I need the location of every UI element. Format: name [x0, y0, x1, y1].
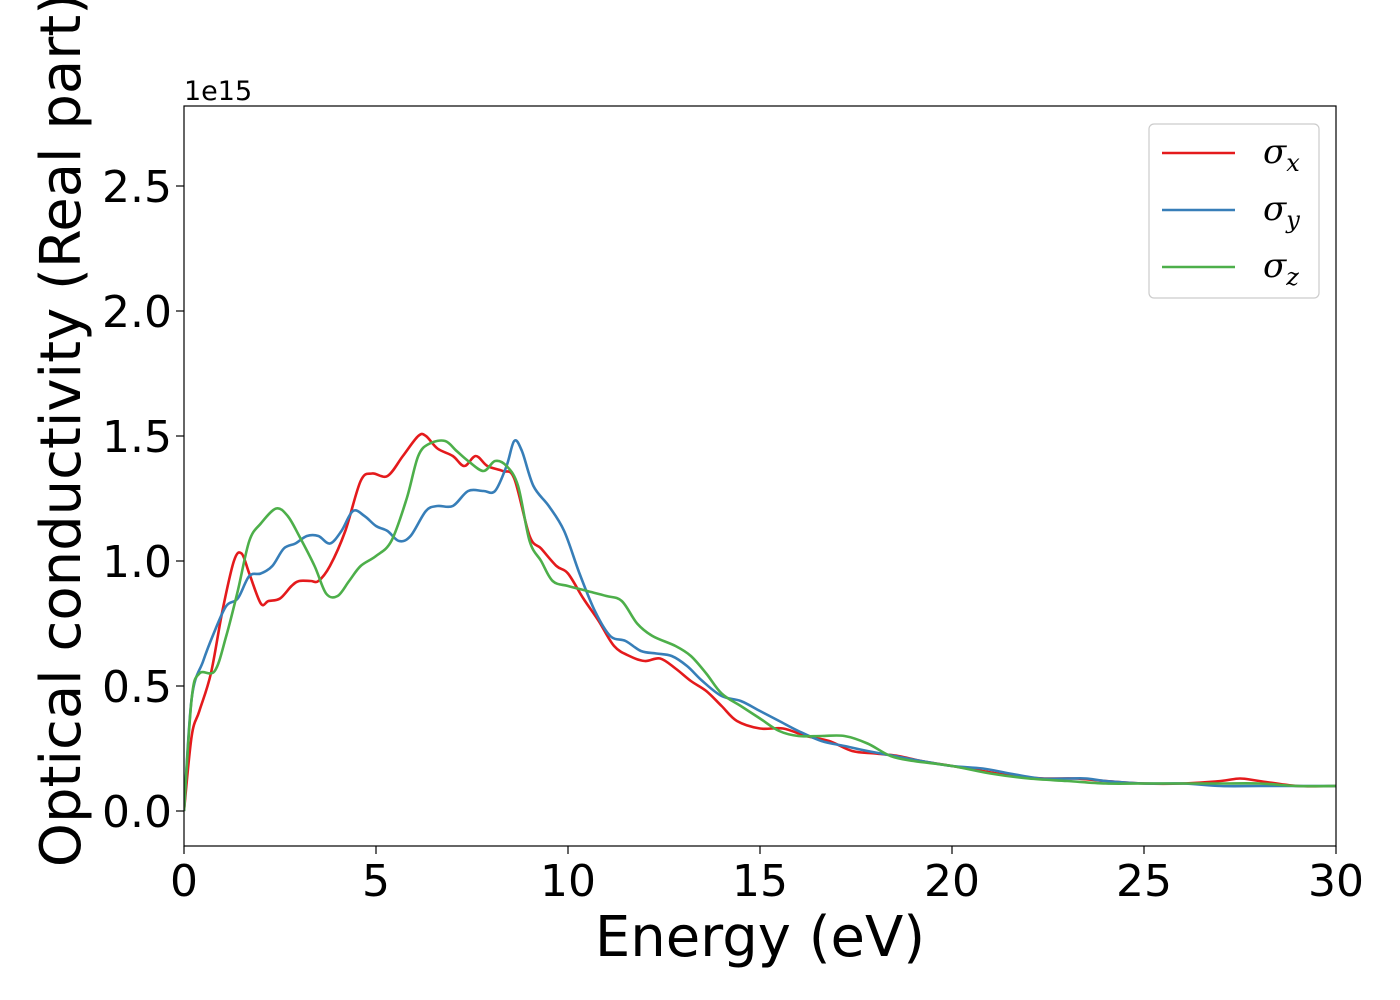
- legend-label-x: σx: [1263, 132, 1300, 177]
- y-tick-label: 1.0: [102, 537, 172, 588]
- y-tick-label: 0.0: [102, 787, 172, 838]
- y-tick-label: 2.5: [102, 162, 172, 213]
- legend: σx σy σz: [1148, 123, 1320, 299]
- legend-label-y: σy: [1263, 189, 1300, 234]
- y-axis-offset-label: 1e15: [184, 76, 252, 107]
- y-axis-label: Optical conductivity (Real part): [29, 0, 94, 867]
- y-axis: 0.0 0.5 1.0 1.5 2.0 2.5: [102, 162, 184, 838]
- x-tick-label: 0: [170, 856, 198, 907]
- x-axis: 0 5 10 15 20 25 30: [170, 846, 1364, 907]
- x-axis-label: Energy (eV): [595, 905, 925, 970]
- x-tick-label: 5: [362, 856, 390, 907]
- series-layer: [184, 432, 1336, 812]
- y-tick-label: 1.5: [102, 412, 172, 463]
- x-tick-label: 15: [732, 856, 788, 907]
- y-tick-label: 2.0: [102, 287, 172, 338]
- y-tick-label: 0.5: [102, 662, 172, 713]
- x-tick-label: 25: [1116, 856, 1172, 907]
- series-line-y: [184, 439, 1336, 812]
- x-tick-label: 20: [924, 856, 980, 907]
- x-tick-label: 30: [1308, 856, 1364, 907]
- x-tick-label: 10: [540, 856, 596, 907]
- legend-label-z: σz: [1263, 246, 1299, 291]
- series-line-z: [184, 439, 1336, 812]
